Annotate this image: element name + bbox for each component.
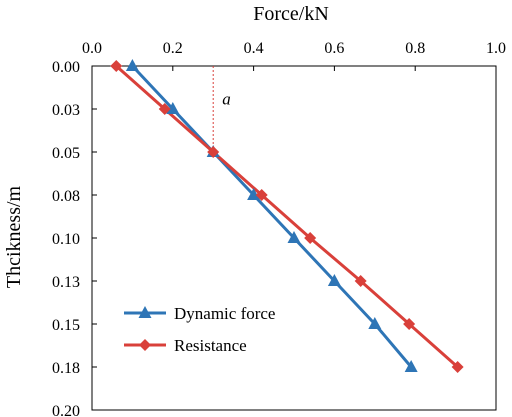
annotation-label: a xyxy=(222,89,231,108)
series-2-point xyxy=(451,361,464,373)
y-tick-label: 0.13 xyxy=(52,274,80,291)
series-2-point xyxy=(158,103,171,115)
series-2-point xyxy=(403,318,416,330)
series-1-point xyxy=(327,274,341,286)
x-tick-label: 1.0 xyxy=(486,40,506,57)
legend-marker-1 xyxy=(138,306,152,318)
legend-label-2: Resistance xyxy=(174,336,247,355)
x-tick-label: 0.8 xyxy=(405,40,425,57)
y-tick-label: 0.00 xyxy=(52,59,80,76)
x-tick-label: 0.0 xyxy=(82,40,102,57)
plot-area: 0.0 0.2 0.4 0.6 0.8 1.0 0.00 0.03 0.05 0.08 0.10 0.… xyxy=(52,40,506,417)
y-tick-label: 0.10 xyxy=(52,231,80,248)
series-2-point xyxy=(255,189,268,201)
y-tick-label: 0.15 xyxy=(52,317,80,334)
series-1-point xyxy=(287,231,301,243)
series-1-point xyxy=(368,317,382,329)
series-line-2 xyxy=(115,64,459,369)
y-tick-label: 0.05 xyxy=(52,145,80,162)
y-tick-label: 0.03 xyxy=(52,102,80,119)
series-1-point xyxy=(404,360,418,372)
series-2-point xyxy=(304,232,317,244)
legend-marker-2 xyxy=(139,339,151,351)
series-1-point xyxy=(247,188,261,200)
series-2-point xyxy=(354,275,367,287)
x-axis-label: Force/kN xyxy=(253,3,329,25)
y-tick-label: 0.18 xyxy=(52,360,80,377)
series-2-point xyxy=(110,60,123,72)
x-tick-label: 0.2 xyxy=(163,40,183,57)
legend-label-1: Dynamic force xyxy=(174,304,275,323)
series-2-point xyxy=(207,146,220,158)
series-1-point xyxy=(166,102,180,114)
x-tick-label: 0.6 xyxy=(324,40,344,57)
series-line-1 xyxy=(131,64,413,368)
x-tick-label: 0.4 xyxy=(244,40,264,57)
y-tick-label: 0.08 xyxy=(52,188,80,205)
y-tick-label: 0.20 xyxy=(52,403,80,417)
y-axis-label: Thcikness/m xyxy=(3,185,25,288)
series-1-point xyxy=(125,59,139,71)
